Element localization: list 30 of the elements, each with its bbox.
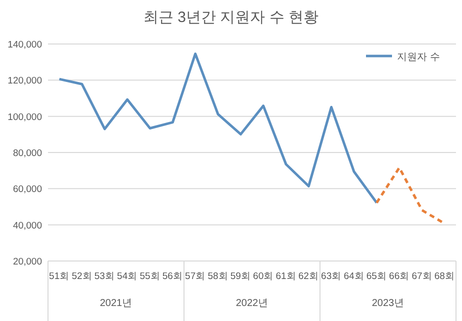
annotation: 2023년 bbox=[372, 298, 404, 309]
xtick: 51회 bbox=[49, 271, 70, 282]
annotation: 2021년 bbox=[100, 298, 132, 309]
ytick: 60,000 bbox=[12, 184, 42, 196]
ytick: 100,000 bbox=[8, 112, 42, 123]
ytick: 40,000 bbox=[12, 220, 42, 232]
xtick: 54회 bbox=[117, 271, 138, 282]
ytick: 140,000 bbox=[8, 40, 42, 50]
xtick: 62회 bbox=[298, 271, 319, 282]
xtick: 64회 bbox=[344, 271, 364, 282]
xtick: 66회 bbox=[389, 271, 410, 282]
xtick: 68회 bbox=[434, 271, 455, 282]
xtick: 60회 bbox=[253, 271, 274, 282]
ytick: 20,000 bbox=[12, 256, 42, 268]
xtick: 56회 bbox=[162, 271, 183, 282]
ytick: 80,000 bbox=[12, 148, 42, 159]
xtick: 53회 bbox=[94, 271, 115, 282]
xtick: 57회 bbox=[185, 271, 206, 282]
xtick: 63회 bbox=[321, 271, 342, 282]
xtick: 55회 bbox=[140, 271, 160, 282]
xtick: 52회 bbox=[72, 271, 92, 282]
xtick: 61회 bbox=[276, 271, 296, 282]
xtick: 59회 bbox=[230, 271, 251, 282]
ytick: 120,000 bbox=[8, 76, 42, 87]
title: 최근 3년간 지원자 수 현황 bbox=[144, 9, 318, 26]
legend: 지원자 수 bbox=[397, 52, 440, 63]
annotation: 2022년 bbox=[236, 298, 268, 309]
xtick: 67회 bbox=[412, 271, 432, 282]
xtick: 58회 bbox=[208, 271, 228, 282]
xtick: 65회 bbox=[366, 271, 387, 282]
